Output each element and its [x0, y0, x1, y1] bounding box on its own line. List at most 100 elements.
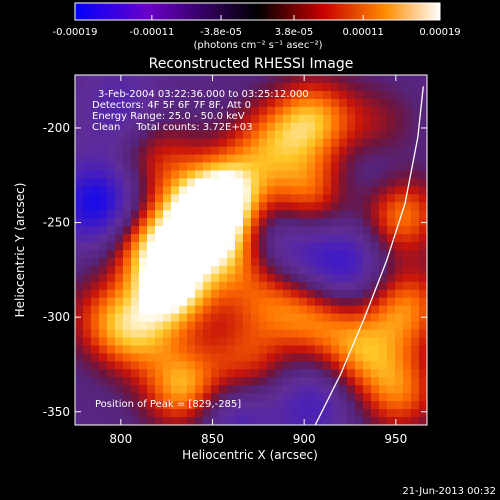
heatmap-cell	[99, 257, 108, 267]
heatmap-cell	[203, 90, 212, 100]
heatmap-cell	[187, 98, 196, 108]
heatmap-cell	[211, 393, 220, 402]
heatmap-cell	[363, 178, 372, 187]
heatmap-cell	[267, 130, 276, 140]
heatmap-cell	[219, 146, 228, 156]
heatmap-cell	[99, 106, 108, 116]
heatmap-cell	[363, 257, 372, 267]
heatmap-cell	[163, 242, 172, 251]
heatmap-cell	[171, 122, 180, 132]
heatmap-cell	[355, 265, 364, 275]
heatmap-cell	[395, 337, 404, 347]
heatmap-cell	[243, 82, 252, 92]
heatmap-cell	[331, 297, 340, 307]
heatmap-cell	[371, 353, 380, 362]
heatmap-cell	[187, 114, 196, 124]
heatmap-cell	[107, 170, 116, 179]
heatmap-cell	[291, 154, 300, 164]
heatmap-cell	[363, 265, 372, 275]
heatmap-cell	[91, 305, 100, 315]
heatmap-cell	[411, 218, 420, 227]
heatmap-cell	[307, 273, 316, 283]
heatmap-cell	[323, 369, 332, 378]
heatmap-cell	[387, 138, 396, 148]
heatmap-cell	[299, 130, 308, 140]
heatmap-cell	[115, 377, 124, 386]
heatmap-cell	[419, 194, 427, 203]
heatmap-cell	[115, 305, 124, 315]
heatmap-cell	[235, 210, 244, 219]
heatmap-cell	[123, 409, 132, 418]
heatmap-cell	[371, 178, 380, 187]
heatmap-cell	[147, 130, 156, 140]
heatmap-cell	[91, 329, 100, 339]
heatmap-cell	[379, 162, 388, 172]
heatmap-cell	[147, 210, 156, 219]
heatmap-cell	[131, 353, 140, 362]
heatmap-cell	[267, 226, 276, 235]
heatmap-cell	[411, 162, 420, 172]
heatmap-cell	[163, 122, 172, 132]
heatmap-cell	[403, 377, 412, 386]
heatmap-cell	[283, 361, 292, 370]
heatmap-cell	[283, 313, 292, 323]
heatmap-cell	[147, 194, 156, 203]
heatmap-cell	[83, 186, 92, 195]
heatmap-cell	[91, 345, 100, 354]
heatmap-cell	[267, 369, 276, 378]
heatmap-cell	[251, 154, 260, 164]
heatmap-cell	[283, 305, 292, 315]
heatmap-cell	[219, 265, 228, 275]
heatmap-cell	[219, 297, 228, 307]
heatmap-cell	[411, 202, 420, 211]
heatmap-cell	[123, 345, 132, 354]
heatmap-cell	[331, 265, 340, 275]
heatmap-cell	[115, 218, 124, 227]
heatmap-cell	[339, 146, 348, 156]
heatmap-cell	[403, 82, 412, 92]
heatmap-cell	[355, 417, 364, 425]
heatmap-cell	[243, 353, 252, 362]
heatmap-cell	[275, 353, 284, 362]
heatmap-cell	[307, 337, 316, 347]
heatmap-cell	[347, 337, 356, 347]
heatmap-cell	[123, 242, 132, 251]
heatmap-cell	[235, 353, 244, 362]
heatmap-cell	[323, 250, 332, 259]
y-tick-label: -300	[43, 310, 70, 324]
heatmap-cell	[107, 305, 116, 315]
heatmap-cell	[419, 281, 427, 291]
heatmap-cell	[195, 146, 204, 156]
heatmap-cell	[363, 98, 372, 108]
heatmap-cell	[355, 178, 364, 187]
heatmap-cell	[355, 90, 364, 100]
heatmap-cell	[371, 194, 380, 203]
heatmap-cell	[187, 82, 196, 92]
heatmap-cell	[203, 353, 212, 362]
heatmap-cell	[83, 345, 92, 354]
heatmap-cell	[75, 122, 84, 132]
heatmap-cell	[371, 369, 380, 378]
heatmap-cell	[323, 377, 332, 386]
heatmap-cell	[115, 297, 124, 307]
heatmap-cell	[387, 122, 396, 132]
heatmap-cell	[99, 130, 108, 140]
heatmap-cell	[131, 337, 140, 347]
heatmap-cell	[379, 75, 388, 84]
heatmap-cell	[227, 114, 236, 124]
heatmap-cell	[99, 122, 108, 132]
heatmap-cell	[331, 146, 340, 156]
heatmap-cell	[91, 210, 100, 219]
heatmap-cell	[355, 122, 364, 132]
heatmap-cell	[91, 417, 100, 425]
heatmap-cell	[283, 75, 292, 84]
heatmap-cell	[163, 385, 172, 394]
heatmap-cell	[155, 194, 164, 203]
heatmap-cell	[219, 202, 228, 211]
heatmap-cell	[331, 257, 340, 267]
heatmap-cell	[187, 281, 196, 291]
heatmap-cell	[163, 226, 172, 235]
heatmap-cell	[419, 154, 427, 164]
heatmap-cell	[115, 417, 124, 425]
heatmap-cell	[371, 337, 380, 347]
